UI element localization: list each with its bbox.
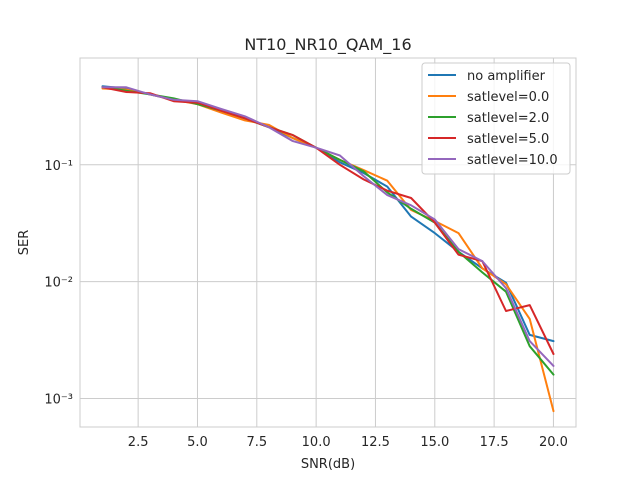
legend: no amplifier satlevel=0.0 satlevel=2.0 satl… — [421, 62, 571, 175]
legend-label: satlevel=5.0 — [467, 132, 549, 147]
y-axis-label: SER — [17, 230, 32, 256]
chart-title: NT10_NR10_QAM_16 — [244, 35, 411, 55]
y-tick-label: 10⁻¹ — [44, 159, 73, 174]
x-tick-label: 10.0 — [302, 435, 331, 450]
x-tick-label: 17.5 — [480, 435, 509, 450]
x-axis-label: SNR(dB) — [301, 457, 355, 472]
plot-frame — [79, 57, 577, 428]
y-tick-label: 10⁻³ — [44, 392, 73, 407]
x-tick-label: 5.0 — [187, 435, 208, 450]
series-line-satlevel-10-0 — [101, 86, 555, 367]
x-tick-label: 15.0 — [420, 435, 449, 450]
legend-label: no amplifier — [467, 69, 546, 84]
y-tick-label: 10⁻² — [44, 276, 73, 291]
x-tick-labels: 2.5 5.0 7.5 10.0 12.5 15.0 17.5 20.0 — [128, 435, 568, 450]
legend-label: satlevel=10.0 — [467, 153, 558, 168]
series-layer — [101, 85, 555, 413]
y-tick-labels: 10⁻³ 10⁻² 10⁻¹ — [44, 159, 73, 408]
x-tick-label: 2.5 — [128, 435, 149, 450]
legend-box — [421, 62, 571, 175]
legend-label: satlevel=2.0 — [467, 111, 549, 126]
legend-label: satlevel=0.0 — [467, 90, 549, 105]
x-tick-label: 12.5 — [361, 435, 390, 450]
x-tick-label: 20.0 — [539, 435, 568, 450]
x-tick-label: 7.5 — [246, 435, 267, 450]
legend-entries: no amplifier satlevel=0.0 satlevel=2.0 satl… — [428, 69, 558, 168]
